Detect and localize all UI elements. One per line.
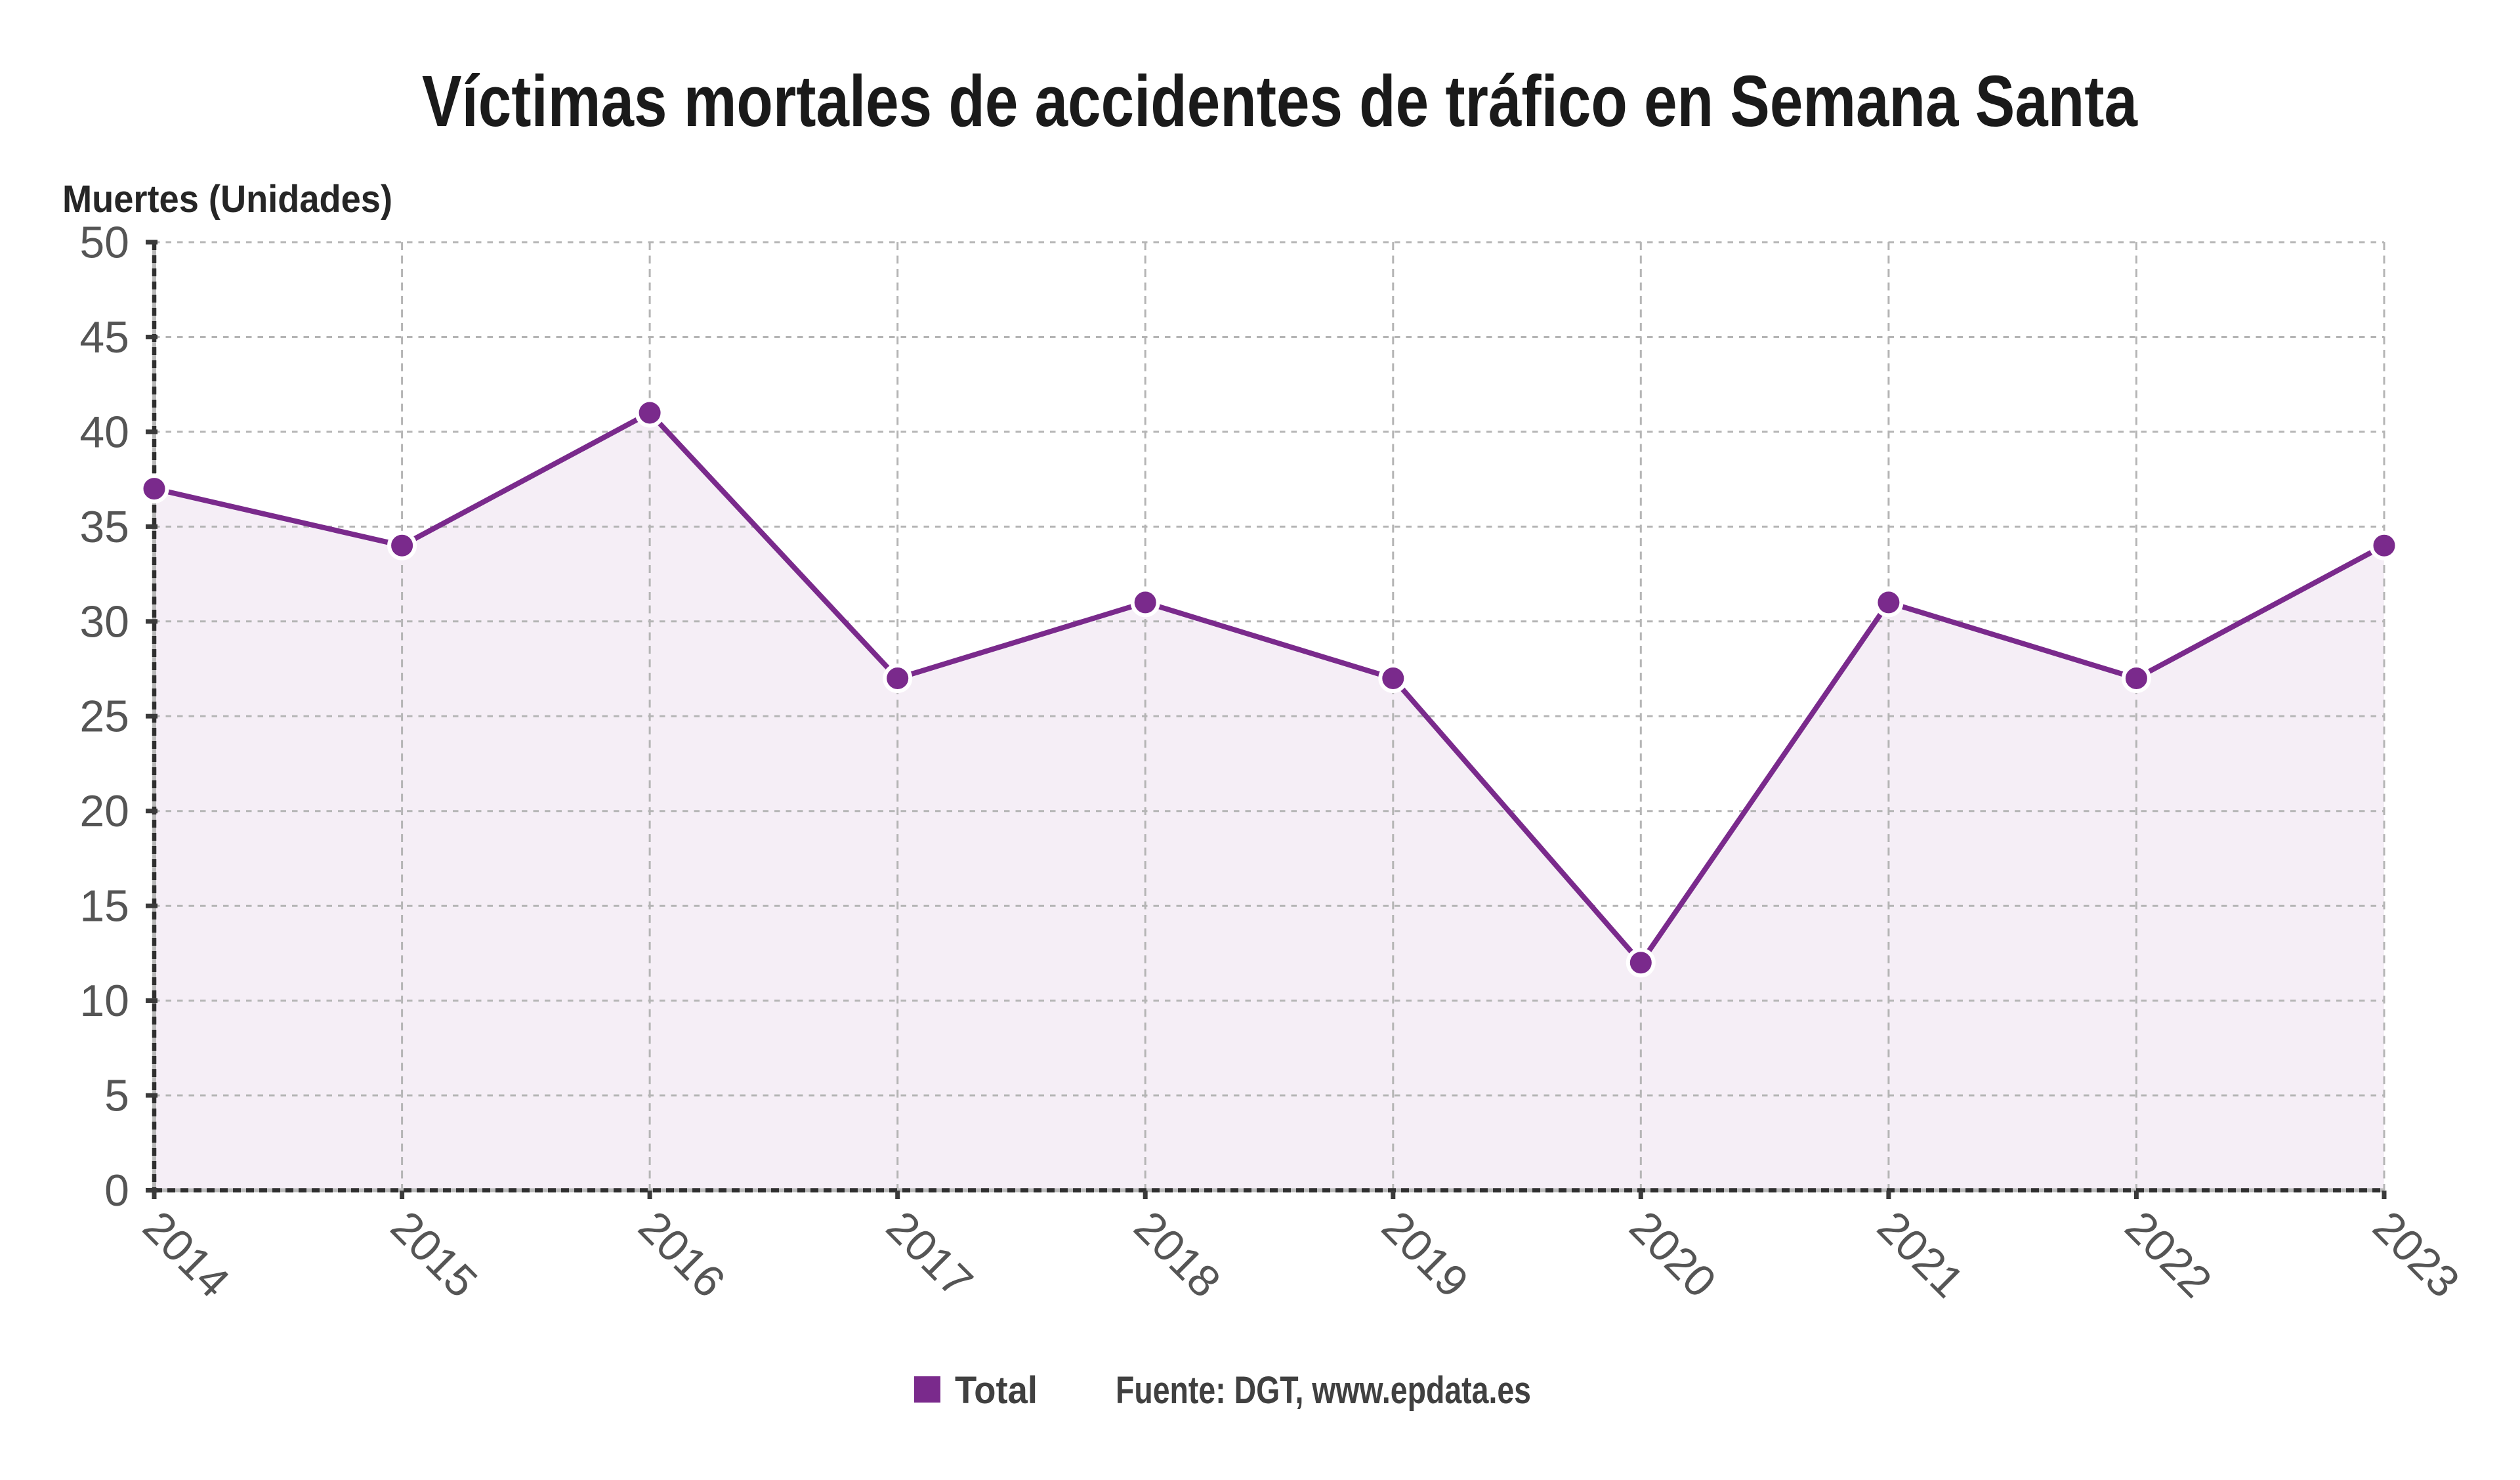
svg-text:35: 35 [79,502,129,552]
svg-text:Muertes (Unidades): Muertes (Unidades) [62,178,392,221]
svg-text:Total: Total [955,1369,1038,1412]
svg-text:0: 0 [104,1166,129,1216]
svg-text:10: 10 [79,976,129,1026]
svg-text:15: 15 [79,881,129,931]
svg-text:25: 25 [79,692,129,742]
svg-text:5: 5 [104,1071,129,1121]
svg-text:40: 40 [79,407,129,457]
svg-text:45: 45 [79,312,129,362]
svg-text:30: 30 [79,597,129,646]
svg-text:Víctimas mortales de accidente: Víctimas mortales de accidentes de tráfi… [422,61,2138,142]
svg-text:50: 50 [79,218,129,268]
svg-text:20: 20 [79,786,129,836]
svg-text:Fuente: DGT, www.epdata.es: Fuente: DGT, www.epdata.es [1116,1369,1531,1412]
